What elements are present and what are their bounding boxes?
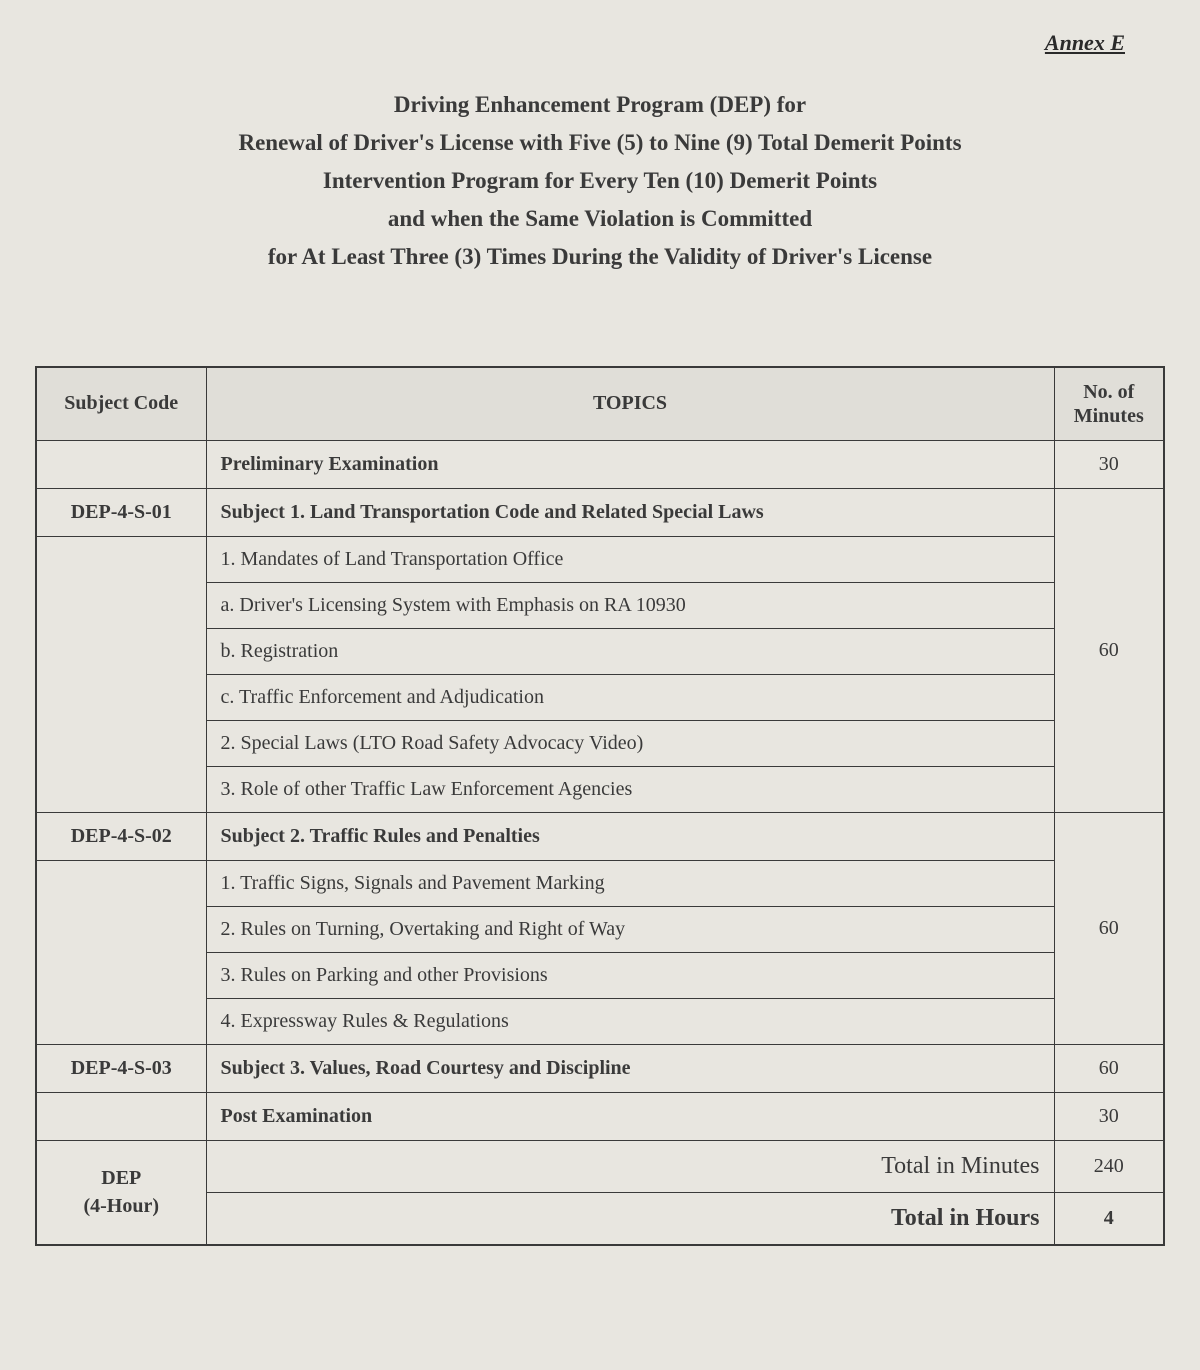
heading-line-3: Intervention Program for Every Ten (10) …: [65, 162, 1135, 200]
dep-block: DEP (4-Hour): [36, 1140, 206, 1245]
row-subject-2-title: DEP-4-S-02 Subject 2. Traffic Rules and …: [36, 812, 1164, 860]
cell-empty: [36, 536, 206, 812]
total-minutes-label: Total in Minutes: [206, 1140, 1054, 1192]
subject-2-inner-table: 1. Traffic Signs, Signals and Pavement M…: [207, 861, 1054, 1044]
subject-1-minutes: 60: [1054, 488, 1164, 812]
row-subject-3: DEP-4-S-03 Subject 3. Values, Road Court…: [36, 1044, 1164, 1092]
s2-item-1: 1. Traffic Signs, Signals and Pavement M…: [207, 861, 1054, 907]
s1-item-1c: c. Traffic Enforcement and Adjudication: [207, 674, 1054, 720]
total-hours-label: Total in Hours: [206, 1192, 1054, 1245]
total-hours-value: 4: [1054, 1192, 1164, 1245]
s2-item-2: 2. Rules on Turning, Overtaking and Righ…: [207, 906, 1054, 952]
prelim-minutes: 30: [1054, 440, 1164, 488]
row-subject-1-items: 1. Mandates of Land Transportation Offic…: [36, 536, 1164, 812]
subject-2-code: DEP-4-S-02: [36, 812, 206, 860]
subject-3-title: Subject 3. Values, Road Courtesy and Dis…: [206, 1044, 1054, 1092]
subject-1-inner-table: 1. Mandates of Land Transportation Offic…: [207, 537, 1054, 812]
annex-label: Annex E: [35, 30, 1165, 56]
row-subject-2-items: 1. Traffic Signs, Signals and Pavement M…: [36, 860, 1164, 1044]
heading-line-1: Driving Enhancement Program (DEP) for: [65, 86, 1135, 124]
cell-empty: [36, 860, 206, 1044]
header-topics: TOPICS: [206, 367, 1054, 441]
table-header-row: Subject Code TOPICS No. of Minutes: [36, 367, 1164, 441]
row-subject-1-title: DEP-4-S-01 Subject 1. Land Transportatio…: [36, 488, 1164, 536]
dep-line-1: DEP: [51, 1164, 192, 1192]
row-totals: DEP (4-Hour) Total in Minutes 240: [36, 1140, 1164, 1192]
heading-line-5: for At Least Three (3) Times During the …: [65, 238, 1135, 276]
subject-2-title: Subject 2. Traffic Rules and Penalties: [206, 812, 1054, 860]
s2-item-3: 3. Rules on Parking and other Provisions: [207, 952, 1054, 998]
row-prelim: Preliminary Examination 30: [36, 440, 1164, 488]
dep-line-2: (4-Hour): [51, 1192, 192, 1220]
s1-item-1a: a. Driver's Licensing System with Emphas…: [207, 582, 1054, 628]
s1-item-2: 2. Special Laws (LTO Road Safety Advocac…: [207, 720, 1054, 766]
s2-item-4: 4. Expressway Rules & Regulations: [207, 998, 1054, 1044]
post-exam-label: Post Examination: [206, 1092, 1054, 1140]
cell-empty: [36, 440, 206, 488]
subject-1-code: DEP-4-S-01: [36, 488, 206, 536]
total-minutes-value: 240: [1054, 1140, 1164, 1192]
subject-3-minutes: 60: [1054, 1044, 1164, 1092]
subject-2-items-cell: 1. Traffic Signs, Signals and Pavement M…: [206, 860, 1054, 1044]
row-totals-hours: Total in Hours 4: [36, 1192, 1164, 1245]
post-exam-minutes: 30: [1054, 1092, 1164, 1140]
subject-2-minutes: 60: [1054, 812, 1164, 1044]
subject-3-code: DEP-4-S-03: [36, 1044, 206, 1092]
s1-item-1b: b. Registration: [207, 628, 1054, 674]
subject-1-title: Subject 1. Land Transportation Code and …: [206, 488, 1054, 536]
s1-item-3: 3. Role of other Traffic Law Enforcement…: [207, 766, 1054, 812]
header-subject-code: Subject Code: [36, 367, 206, 441]
document-heading: Driving Enhancement Program (DEP) for Re…: [35, 86, 1165, 276]
row-post-exam: Post Examination 30: [36, 1092, 1164, 1140]
s1-item-1: 1. Mandates of Land Transportation Offic…: [207, 537, 1054, 583]
header-minutes: No. of Minutes: [1054, 367, 1164, 441]
heading-line-2: Renewal of Driver's License with Five (5…: [65, 124, 1135, 162]
cell-empty: [36, 1092, 206, 1140]
subject-1-items-cell: 1. Mandates of Land Transportation Offic…: [206, 536, 1054, 812]
heading-line-4: and when the Same Violation is Committed: [65, 200, 1135, 238]
curriculum-table: Subject Code TOPICS No. of Minutes Preli…: [35, 366, 1165, 1246]
prelim-label: Preliminary Examination: [206, 440, 1054, 488]
